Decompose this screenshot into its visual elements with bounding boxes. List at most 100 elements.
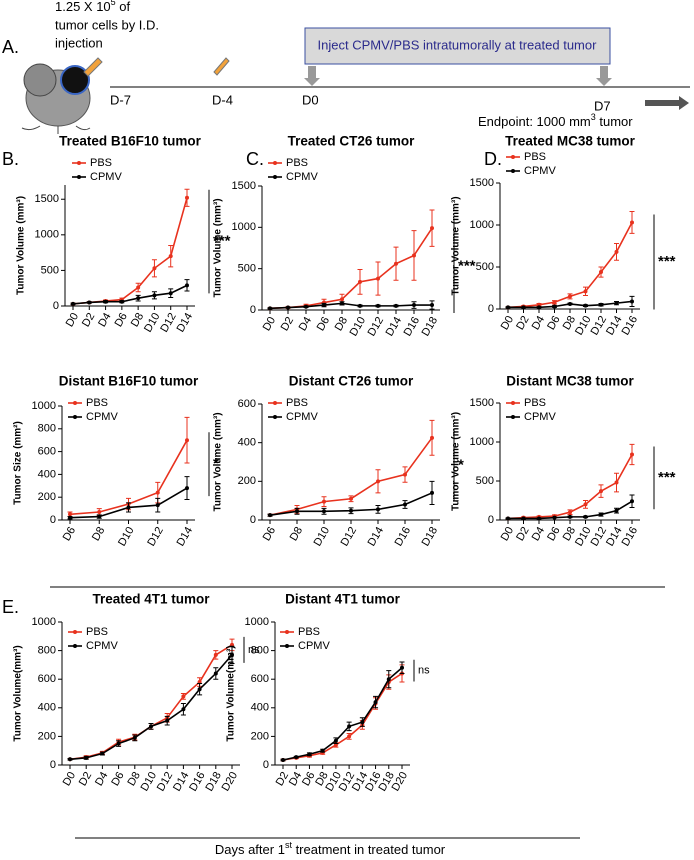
data-point	[430, 226, 434, 231]
chart-title: Treated MC38 tumor	[505, 134, 636, 149]
mouse-icon	[21, 57, 103, 134]
data-point	[286, 305, 290, 310]
legend-label: CPMV	[524, 411, 556, 423]
significance-label: ***	[458, 258, 476, 275]
legend-label: PBS	[286, 157, 308, 169]
legend-marker	[285, 644, 289, 648]
x-tick-label: D14	[175, 311, 195, 334]
y-tick-label: 200	[38, 491, 56, 503]
legend-marker	[273, 401, 277, 405]
legend-marker	[73, 401, 77, 405]
legend-label: CPMV	[286, 171, 318, 183]
x-tick-label: D12	[158, 311, 178, 334]
data-point	[599, 512, 603, 517]
data-point	[322, 303, 326, 308]
data-point	[152, 293, 157, 298]
text: treatment in treated tumor	[292, 842, 446, 857]
y-tick-label: 0	[250, 514, 256, 526]
y-tick-label: 600	[251, 673, 269, 685]
series-line	[269, 302, 432, 310]
data-point	[506, 305, 510, 310]
series-line	[269, 227, 433, 310]
data-point	[340, 297, 344, 302]
treatment-text: Inject CPMV/PBS intratumorally at treate…	[318, 37, 598, 52]
data-point	[386, 677, 391, 682]
x-tick-label: D20	[390, 770, 410, 793]
data-point	[568, 514, 572, 519]
data-point	[430, 435, 434, 440]
data-point	[155, 503, 160, 508]
significance-label: ns	[418, 665, 430, 677]
legend-label: CPMV	[90, 171, 122, 183]
x-tick-label: D6	[109, 770, 126, 788]
x-tick-label: D10	[573, 314, 593, 337]
x-tick-label: D12	[589, 525, 609, 548]
x-tick-label: D10	[312, 525, 332, 548]
x-tick-label: D4	[530, 314, 547, 332]
syringe-icon	[213, 57, 230, 76]
data-point	[185, 195, 189, 200]
legend-label: PBS	[86, 397, 108, 409]
panel-label: D.	[484, 149, 502, 169]
x-tick-label: D6	[261, 525, 278, 543]
x-tick-label: D4	[530, 525, 547, 543]
axis	[499, 403, 640, 521]
y-tick-label: 500	[41, 264, 59, 276]
data-point	[307, 752, 312, 757]
x-tick-label: D12	[366, 315, 386, 338]
legend-label: CPMV	[86, 411, 118, 423]
data-point	[583, 289, 588, 294]
chart-title: Distant B16F10 tumor	[59, 374, 199, 389]
x-tick-label: D14	[604, 314, 624, 337]
y-tick-label: 0	[50, 514, 56, 526]
data-point	[394, 261, 398, 266]
x-tick-label: D8	[90, 525, 107, 543]
data-point	[84, 755, 89, 760]
x-tick-label: D10	[348, 315, 368, 338]
data-point	[181, 707, 186, 712]
x-tick-label: D4	[297, 315, 314, 333]
x-tick-label: D14	[384, 315, 404, 338]
legend-label: PBS	[86, 626, 108, 638]
injection-text: 1.25 X 105 of	[55, 0, 131, 14]
text: Endpoint: 1000 mm	[478, 114, 591, 129]
x-tick-label: D0	[499, 525, 516, 543]
series-line	[282, 672, 403, 761]
legend-marker	[77, 161, 81, 165]
legend-marker	[511, 155, 515, 159]
data-point	[614, 301, 619, 306]
treatment-box	[304, 27, 611, 65]
data-point	[630, 220, 634, 225]
y-tick-label: 1500	[232, 180, 256, 192]
data-point	[583, 502, 588, 507]
series-line	[507, 454, 633, 520]
y-tick-label: 1000	[245, 616, 269, 628]
text: 3	[591, 112, 596, 122]
data-point	[230, 652, 234, 657]
panel-label: C.	[246, 149, 264, 169]
data-point	[87, 300, 92, 305]
injection-text: tumor cells by I.D.	[55, 17, 159, 32]
legend-marker	[73, 644, 77, 648]
data-point	[132, 735, 137, 740]
x-tick-label: D18	[420, 315, 440, 338]
significance-label: *	[458, 456, 464, 473]
data-point	[213, 671, 218, 676]
data-point	[630, 299, 634, 304]
x-tick-label: D2	[80, 311, 97, 329]
series-line	[72, 284, 188, 305]
legend-marker	[73, 630, 77, 634]
x-tick-label: D12	[155, 770, 175, 793]
data-point	[412, 253, 416, 258]
data-point	[268, 513, 272, 518]
data-point	[116, 741, 121, 746]
data-point	[185, 486, 189, 491]
legend-marker	[273, 161, 277, 165]
text: tumor	[596, 114, 634, 129]
data-point	[568, 510, 572, 515]
legend-marker	[273, 415, 277, 419]
data-point	[320, 748, 325, 753]
timeline-label: D7	[594, 98, 611, 113]
x-tick-label: D16	[402, 315, 422, 338]
data-point	[630, 452, 634, 457]
